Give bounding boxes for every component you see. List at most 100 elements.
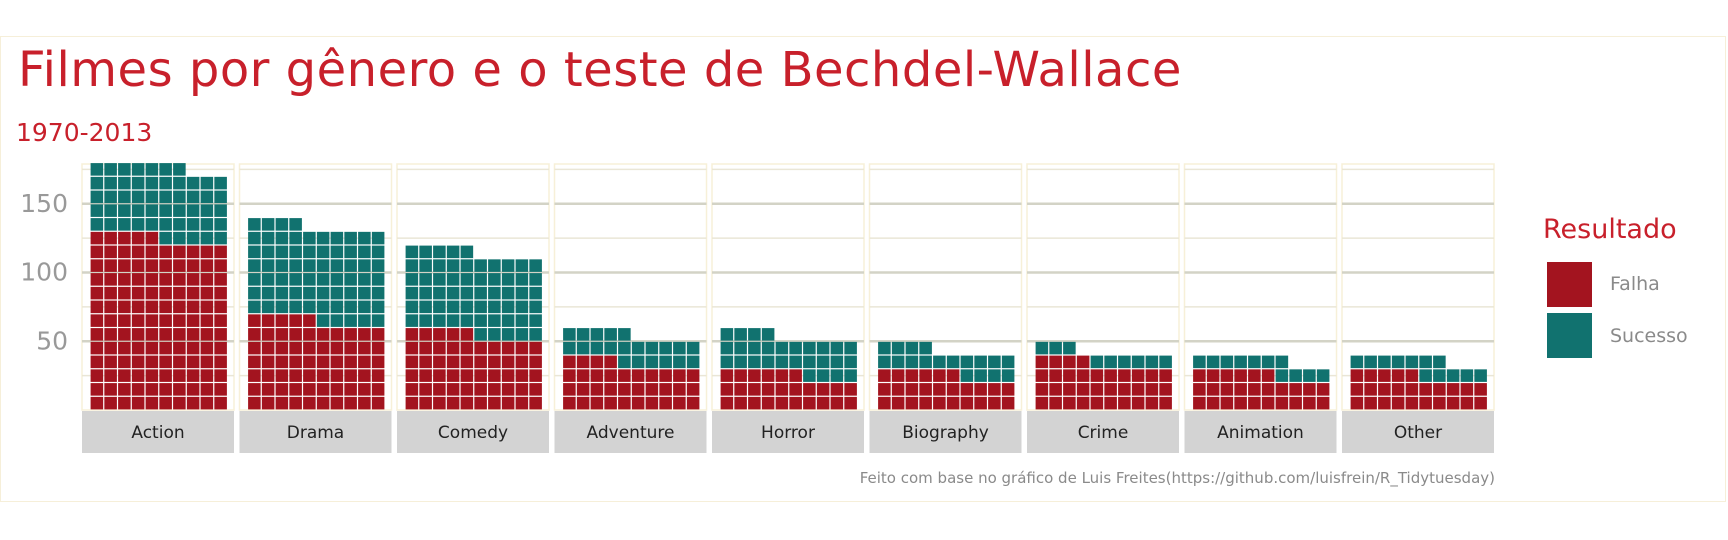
waffle-tile-sucesso	[803, 341, 816, 355]
waffle-tile-falha	[1035, 355, 1049, 369]
waffle-tile-sucesso	[358, 286, 371, 300]
waffle-tile-sucesso	[775, 355, 789, 369]
waffle-tile-falha	[118, 300, 131, 314]
waffle-tile-sucesso	[919, 355, 932, 369]
waffle-tile-sucesso	[275, 273, 289, 286]
waffle-tile-falha	[214, 259, 227, 272]
waffle-tile-falha	[419, 369, 432, 382]
waffle-tile-falha	[1035, 383, 1049, 396]
waffle-tile-sucesso	[1303, 369, 1316, 382]
waffle-tile-sucesso	[90, 204, 104, 217]
waffle-tile-falha	[131, 341, 145, 355]
waffle-tile-falha	[919, 396, 932, 410]
waffle-tile-sucesso	[501, 314, 515, 327]
waffle-tile-sucesso	[118, 176, 131, 190]
waffle-tile-falha	[433, 396, 446, 410]
waffle-tile-sucesso	[186, 231, 200, 245]
waffle-tile-sucesso	[330, 300, 344, 314]
waffle-tile-falha	[1193, 369, 1206, 382]
waffle-tile-falha	[659, 383, 672, 396]
waffle-tile-falha	[131, 259, 145, 272]
waffle-tile-falha	[214, 396, 227, 410]
waffle-tile-falha	[159, 383, 172, 396]
waffle-tile-sucesso	[248, 286, 261, 300]
waffle-tile-falha	[905, 369, 919, 382]
waffle-tile-sucesso	[460, 314, 474, 327]
waffle-tile-sucesso	[303, 245, 316, 259]
waffle-tile-falha	[200, 328, 214, 341]
waffle-tile-sucesso	[501, 273, 515, 286]
waffle-tile-sucesso	[1419, 369, 1432, 382]
waffle-tile-sucesso	[604, 341, 617, 355]
waffle-tile-sucesso	[761, 328, 775, 341]
waffle-tile-falha	[1391, 369, 1405, 382]
waffle-tile-falha	[145, 383, 159, 396]
waffle-tile-falha	[734, 369, 747, 382]
waffle-tile-falha	[604, 396, 617, 410]
waffle-tile-falha	[419, 383, 432, 396]
waffle-tile-sucesso	[90, 218, 104, 231]
waffle-tile-sucesso	[529, 259, 542, 272]
waffle-tile-falha	[145, 231, 159, 245]
waffle-tile-sucesso	[419, 245, 432, 259]
waffle-tile-falha	[131, 286, 145, 300]
waffle-tile-falha	[1035, 396, 1049, 410]
waffle-tile-sucesso	[118, 190, 131, 204]
waffle-tile-sucesso	[789, 355, 802, 369]
waffle-tile-sucesso	[1193, 355, 1206, 369]
waffle-tile-sucesso	[1234, 355, 1247, 369]
waffle-tile-falha	[1289, 383, 1302, 396]
facet-drama: Drama	[238, 163, 393, 453]
waffle-tile-falha	[90, 396, 104, 410]
waffle-tile-falha	[748, 396, 761, 410]
waffle-tile-falha	[173, 259, 186, 272]
waffle-tile-sucesso	[446, 300, 460, 314]
waffle-tile-falha	[1206, 383, 1220, 396]
waffle-tile-falha	[1419, 383, 1432, 396]
waffle-tile-falha	[576, 355, 590, 369]
waffle-tile-falha	[1234, 369, 1247, 382]
waffle-tile-falha	[214, 314, 227, 327]
waffle-tile-sucesso	[488, 300, 501, 314]
waffle-tile-falha	[90, 341, 104, 355]
waffle-tile-sucesso	[186, 190, 200, 204]
waffle-tile-sucesso	[248, 259, 261, 272]
waffle-tile-falha	[200, 396, 214, 410]
waffle-tile-falha	[90, 328, 104, 341]
waffle-tile-falha	[1076, 369, 1090, 382]
legend-label-falha: Falha	[1610, 273, 1660, 295]
waffle-tile-falha	[590, 396, 604, 410]
waffle-tile-falha	[104, 259, 117, 272]
waffle-tile-falha	[789, 396, 802, 410]
waffle-tile-falha	[891, 369, 905, 382]
waffle-tile-sucesso	[371, 300, 385, 314]
waffle-tile-sucesso	[446, 314, 460, 327]
waffle-tile-sucesso	[159, 190, 172, 204]
waffle-tile-sucesso	[371, 245, 385, 259]
legend-title: Resultado	[1543, 214, 1677, 245]
waffle-tile-sucesso	[371, 259, 385, 272]
waffle-tile-sucesso	[488, 259, 501, 272]
waffle-tile-falha	[720, 396, 734, 410]
waffle-tile-falha	[131, 245, 145, 259]
waffle-tile-sucesso	[248, 231, 261, 245]
waffle-tile-sucesso	[405, 314, 419, 327]
waffle-tile-falha	[214, 245, 227, 259]
waffle-tile-falha	[1049, 369, 1062, 382]
waffle-tile-falha	[145, 273, 159, 286]
waffle-tile-falha	[1460, 396, 1474, 410]
waffle-tile-falha	[988, 383, 1001, 396]
waffle-tile-falha	[248, 396, 261, 410]
waffle-tile-falha	[159, 300, 172, 314]
waffle-tile-falha	[90, 369, 104, 382]
waffle-tile-falha	[673, 369, 686, 382]
waffle-tile-falha	[1378, 369, 1391, 382]
facet-strip	[82, 411, 234, 453]
waffle-tile-sucesso	[878, 341, 891, 355]
waffle-tile-falha	[316, 396, 330, 410]
waffle-tile-falha	[289, 396, 302, 410]
waffle-tile-falha	[686, 396, 700, 410]
waffle-tile-sucesso	[316, 245, 330, 259]
waffle-tile-falha	[1220, 396, 1234, 410]
waffle-tile-sucesso	[488, 314, 501, 327]
